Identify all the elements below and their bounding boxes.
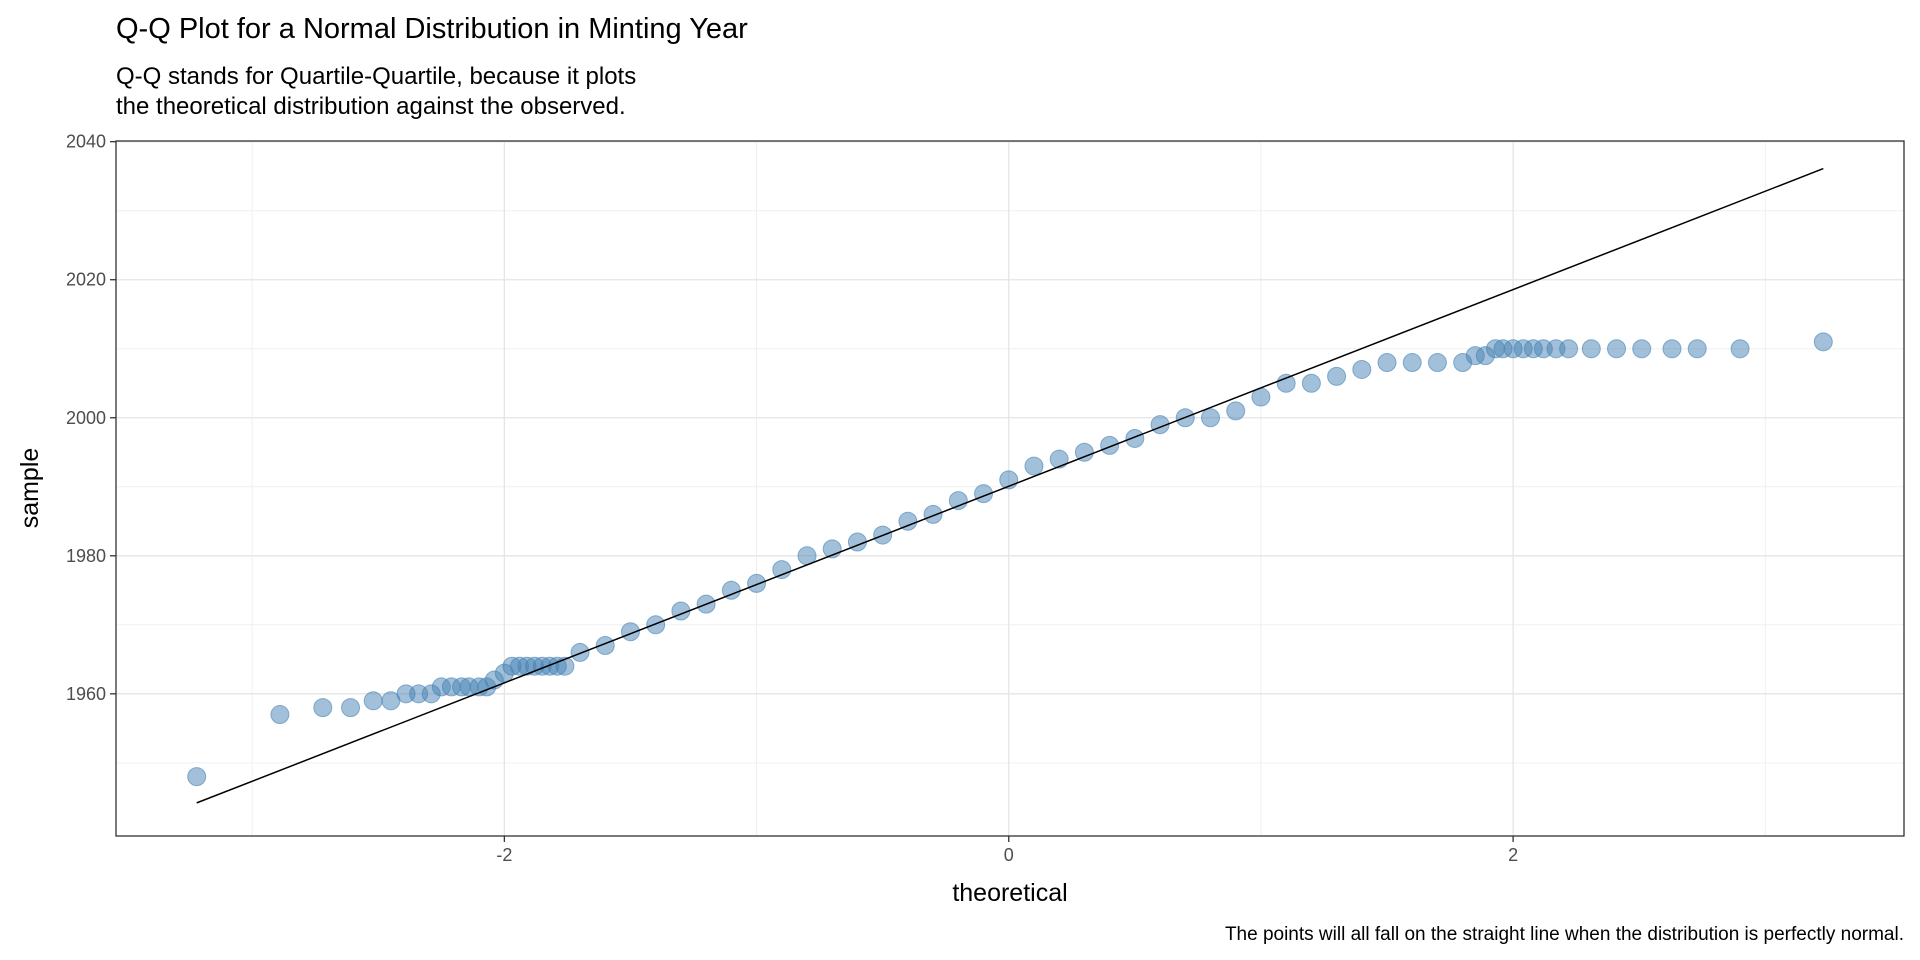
x-tick-label: 2: [1508, 845, 1518, 865]
point: [1049, 449, 1069, 469]
point: [1276, 373, 1296, 393]
point: [341, 698, 361, 718]
y-tick-label: 2020: [66, 270, 106, 290]
y-tick-label: 2040: [66, 132, 106, 152]
x-tick-label: 0: [1004, 845, 1014, 865]
point: [1226, 401, 1246, 421]
x-axis-title: theoretical: [952, 879, 1067, 907]
plot-border: [115, 140, 1905, 837]
y-tick-label: 1960: [66, 684, 106, 704]
chart-title: Q-Q Plot for a Normal Distribution in Mi…: [116, 13, 748, 45]
point: [1125, 428, 1145, 448]
point: [1730, 339, 1750, 359]
point: [1581, 339, 1601, 359]
reference-line: [196, 167, 1824, 804]
point: [1559, 339, 1579, 359]
chart-subtitle: Q-Q stands for Quartile-Quartile, becaus…: [116, 63, 636, 90]
point: [1377, 353, 1397, 373]
point: [1024, 456, 1044, 476]
point: [772, 560, 792, 580]
point: [1352, 359, 1372, 379]
point: [1813, 332, 1833, 352]
point: [1200, 408, 1220, 428]
x-tick-label: -2: [496, 845, 512, 865]
point: [1074, 442, 1094, 462]
chart-subtitle: the theoretical distribution against the…: [116, 93, 626, 120]
point: [313, 698, 333, 718]
y-axis-title: sample: [16, 448, 44, 529]
point: [1301, 373, 1321, 393]
point: [1632, 339, 1652, 359]
point: [570, 642, 590, 662]
caption: The points will all fall on the straight…: [1225, 924, 1904, 945]
point: [1607, 339, 1627, 359]
point: [1402, 353, 1422, 373]
point: [948, 491, 968, 511]
point: [747, 573, 767, 593]
point: [187, 767, 207, 787]
y-tick-label: 2000: [66, 408, 106, 428]
point: [1687, 339, 1707, 359]
point: [923, 504, 943, 524]
y-tick-label: 1980: [66, 546, 106, 566]
point: [363, 691, 383, 711]
point: [270, 705, 290, 725]
point: [1327, 366, 1347, 386]
point: [646, 615, 666, 635]
point: [1662, 339, 1682, 359]
point: [1100, 435, 1120, 455]
point: [1427, 353, 1447, 373]
